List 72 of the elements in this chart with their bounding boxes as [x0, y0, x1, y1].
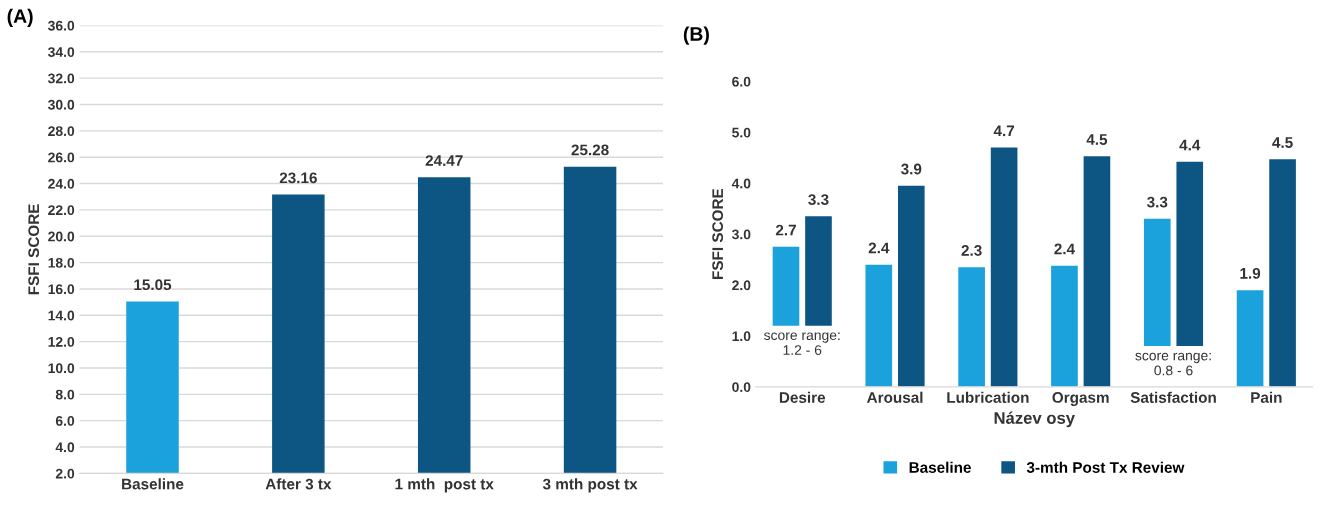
y-tick-label: 12.0 [48, 336, 75, 347]
bar [772, 246, 800, 326]
y-tick-label: 28.0 [48, 126, 75, 137]
legend-label: 3-mth Post Tx Review [1026, 461, 1185, 473]
bar [1083, 156, 1111, 387]
x-tick-label: 3 mth post tx [542, 478, 638, 493]
bar [1176, 161, 1204, 347]
data-label: 3.3 [1147, 196, 1168, 208]
y-axis-title: FSFI SCORE [28, 204, 40, 295]
bar [1236, 290, 1264, 387]
x-tick-label: Pain [1251, 391, 1282, 403]
data-label: 1.9 [1240, 267, 1261, 279]
x-tick-label: After 3 tx [265, 478, 332, 490]
y-tick-label: 5.0 [732, 127, 751, 138]
bar [865, 264, 893, 387]
y-tick-label: 2.0 [732, 280, 751, 291]
y-tick-label: 0.0 [732, 382, 751, 393]
data-label: 2.7 [775, 224, 796, 236]
x-tick-label: Baseline [122, 478, 184, 490]
data-label: 3.3 [808, 194, 829, 205]
x-tick-label: Satisfaction [1130, 391, 1216, 403]
bar [1143, 218, 1171, 347]
y-axis-title: FSFI SCORE [712, 188, 724, 279]
y-tick-label: 6.0 [732, 76, 751, 87]
data-label: 4.5 [1272, 137, 1293, 148]
y-tick-label: 26.0 [48, 152, 75, 163]
data-label: 4.7 [993, 125, 1015, 137]
y-tick-label: 24.0 [48, 178, 75, 189]
data-label: 4.5 [1086, 134, 1108, 145]
y-tick-label: 6.0 [55, 416, 75, 426]
annotation: score range: 1.2 - 6 [764, 332, 840, 355]
x-tick-label: Desire [779, 391, 826, 403]
data-label: 15.05 [134, 279, 172, 291]
y-tick-label: 4.0 [731, 178, 751, 189]
bar [897, 185, 925, 387]
bar [805, 216, 832, 326]
data-label: 4.4 [1179, 139, 1201, 151]
chart-title: (A) [7, 8, 33, 27]
y-tick-label: 10.0 [48, 363, 75, 374]
bar [1051, 265, 1078, 387]
annotation: score range: 0.8 - 6 [1135, 352, 1211, 376]
data-label: 25.28 [571, 144, 609, 156]
chart-title: (B) [683, 26, 709, 45]
bar [958, 267, 985, 387]
data-label: 23.16 [279, 172, 317, 184]
y-tick-label: 18.0 [48, 257, 75, 268]
y-tick-label: 2.0 [55, 468, 75, 479]
bar [990, 147, 1018, 387]
y-tick-label: 14.0 [48, 310, 75, 321]
y-tick-label: 16.0 [48, 284, 75, 295]
y-tick-label: 22.0 [48, 205, 75, 216]
legend-label: Baseline [909, 461, 971, 473]
data-label: 24.47 [425, 155, 463, 166]
data-label: 2.4 [1054, 243, 1075, 255]
data-label: 2.3 [961, 245, 982, 256]
y-tick-label: 36.0 [47, 20, 75, 31]
y-tick-label: 32.0 [47, 73, 75, 84]
y-tick-label: 8.0 [55, 389, 75, 400]
x-tick-label: 1 mth post tx [395, 478, 494, 493]
x-tick-label: Lubrication [947, 391, 1029, 403]
x-tick-label: Arousal [866, 391, 923, 403]
bar [1269, 159, 1296, 387]
x-tick-label: Orgasm [1052, 392, 1109, 406]
y-tick-label: 4.0 [55, 442, 75, 453]
y-tick-label: 30.0 [47, 99, 75, 110]
data-label: 2.4 [868, 242, 890, 254]
y-tick-label: 20.0 [48, 231, 75, 242]
x-axis-title: Název osy [994, 411, 1075, 428]
y-tick-label: 3.0 [731, 229, 751, 240]
y-tick-label: 34.0 [47, 47, 75, 57]
data-label: 3.9 [901, 163, 922, 175]
y-tick-label: 1.0 [732, 331, 751, 342]
